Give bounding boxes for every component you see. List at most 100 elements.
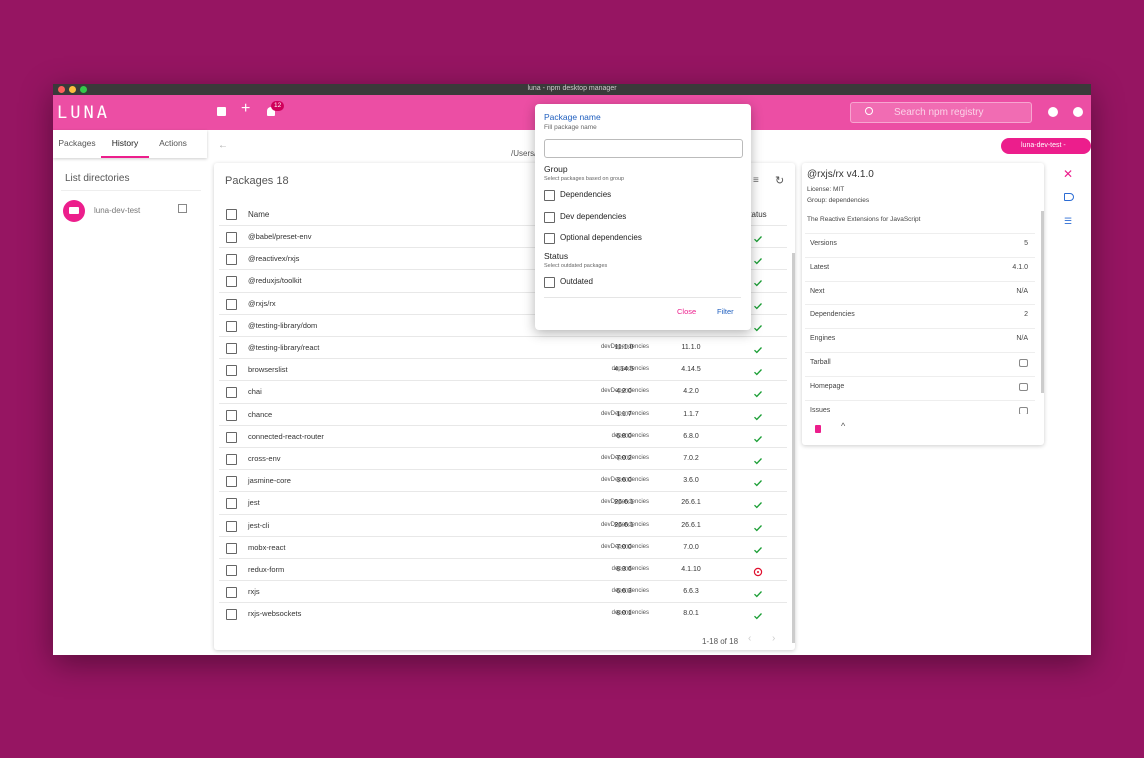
stats-list: Versions 5 Latest 4.1.0 Next N/A Dependencies 2… bbox=[805, 233, 1039, 414]
row-checkbox[interactable] bbox=[226, 476, 237, 488]
stat-value: 5 bbox=[1024, 240, 1028, 247]
collapse-icon[interactable]: ^ bbox=[841, 421, 846, 431]
package-name[interactable]: chai bbox=[248, 387, 262, 397]
prev-page[interactable]: ‹ bbox=[748, 633, 752, 644]
close-button[interactable]: Close bbox=[677, 307, 697, 316]
filter-option[interactable]: Dependencies bbox=[560, 190, 612, 199]
filter-name-title: Package name bbox=[544, 112, 601, 122]
row-checkbox[interactable] bbox=[226, 232, 237, 243]
row-divider bbox=[219, 225, 787, 226]
add-icon[interactable]: + bbox=[241, 100, 251, 117]
filter-group-title: Group bbox=[544, 164, 568, 174]
row-checkbox[interactable] bbox=[226, 565, 237, 576]
directory-item[interactable]: luna-dev-test bbox=[94, 206, 141, 215]
package-group: devDependencies bbox=[600, 388, 649, 395]
filter-button[interactable]: Filter bbox=[717, 307, 734, 316]
package-name[interactable]: @babel/preset-env bbox=[248, 232, 312, 241]
package-name[interactable]: cross-env bbox=[248, 454, 281, 463]
row-checkbox[interactable] bbox=[226, 498, 237, 510]
package-group: devDependencies bbox=[600, 477, 649, 484]
row-checkbox[interactable] bbox=[226, 609, 237, 621]
filter-icon[interactable]: ≡ bbox=[753, 175, 759, 186]
row-checkbox[interactable] bbox=[226, 587, 237, 599]
row-checkbox[interactable] bbox=[226, 409, 237, 421]
row-checkbox[interactable] bbox=[226, 365, 237, 377]
stat-icon[interactable] bbox=[1019, 382, 1028, 391]
stat-divider bbox=[805, 256, 1035, 258]
archive-icon[interactable] bbox=[217, 107, 226, 116]
package-name[interactable]: @reduxjs/toolkit bbox=[248, 276, 302, 286]
row-divider bbox=[219, 491, 787, 493]
latest-version: 26.6.1 bbox=[681, 521, 701, 529]
stat-icon[interactable] bbox=[1019, 406, 1028, 414]
package-name[interactable]: jest-cli bbox=[248, 520, 270, 530]
tag-icon[interactable] bbox=[1064, 193, 1074, 201]
next-page[interactable]: › bbox=[772, 633, 776, 644]
latest-version: 7.0.2 bbox=[683, 455, 699, 462]
package-name[interactable]: jest bbox=[248, 498, 260, 508]
package-name[interactable]: connected-react-router bbox=[248, 431, 324, 441]
package-name[interactable]: @testing-library/dom bbox=[248, 320, 318, 330]
row-checkbox[interactable] bbox=[226, 320, 237, 332]
tab-bar: Packages History Actions bbox=[53, 130, 207, 158]
row-divider bbox=[219, 447, 787, 448]
filter-checkbox[interactable] bbox=[544, 211, 555, 223]
search-box[interactable]: Search npm registry bbox=[850, 102, 1032, 123]
package-name-input[interactable] bbox=[544, 139, 743, 158]
package-name[interactable]: rxjs bbox=[248, 587, 260, 597]
row-checkbox[interactable] bbox=[226, 343, 237, 354]
row-checkbox[interactable] bbox=[226, 542, 237, 554]
min-dot[interactable] bbox=[69, 86, 76, 93]
package-group: devDependencies bbox=[600, 543, 649, 550]
package-name[interactable]: browserslist bbox=[248, 365, 288, 375]
tab[interactable]: Packages bbox=[58, 138, 96, 148]
package-name[interactable]: jasmine-core bbox=[248, 476, 291, 486]
close-details[interactable]: ✕ bbox=[1063, 167, 1074, 181]
package-name[interactable]: rxjs-websockets bbox=[248, 609, 302, 619]
select-all[interactable] bbox=[226, 209, 237, 220]
filter-status-hint: Select outdated packages bbox=[544, 263, 608, 269]
status-outdated bbox=[753, 564, 763, 582]
logo: LUNA bbox=[57, 103, 110, 123]
package-name[interactable]: @reactivex/rxjs bbox=[248, 254, 300, 264]
package-name[interactable]: @rxjs/rx bbox=[248, 298, 276, 308]
tab[interactable]: Actions bbox=[159, 138, 187, 148]
filter-option[interactable]: Outdated bbox=[560, 277, 593, 286]
project-badge[interactable]: luna-dev-test - 1.0.0 bbox=[1001, 138, 1091, 165]
latest-version: 11.1.0 bbox=[681, 344, 701, 351]
package-name[interactable]: mobx-react bbox=[248, 542, 286, 552]
directory-action[interactable] bbox=[178, 204, 187, 213]
refresh-icon[interactable]: ↻ bbox=[775, 175, 785, 187]
row-checkbox[interactable] bbox=[226, 298, 237, 310]
close-dot[interactable] bbox=[58, 86, 65, 93]
row-checkbox[interactable] bbox=[226, 454, 237, 465]
max-dot[interactable] bbox=[80, 86, 87, 93]
row-divider bbox=[219, 602, 787, 604]
settings-icon[interactable] bbox=[1048, 107, 1058, 117]
package-name[interactable]: @testing-library/react bbox=[248, 343, 320, 352]
back-icon[interactable]: ← bbox=[218, 140, 228, 151]
row-checkbox[interactable] bbox=[226, 431, 237, 443]
package-name[interactable]: chance bbox=[248, 409, 273, 419]
info-icon[interactable] bbox=[1073, 107, 1083, 117]
delete-icon[interactable] bbox=[815, 425, 821, 433]
filter-checkbox[interactable] bbox=[544, 190, 555, 201]
filter-option[interactable]: Dev dependencies bbox=[560, 211, 627, 221]
status-ok bbox=[753, 586, 763, 604]
bell-icon[interactable] bbox=[267, 107, 275, 116]
filter-checkbox[interactable] bbox=[544, 277, 555, 288]
list-icon[interactable]: ☰ bbox=[1064, 216, 1073, 226]
row-checkbox[interactable] bbox=[226, 387, 237, 399]
row-checkbox[interactable] bbox=[226, 276, 237, 288]
row-checkbox[interactable] bbox=[226, 254, 237, 266]
search-icon bbox=[865, 107, 873, 115]
filter-option[interactable]: Optional dependencies bbox=[560, 233, 642, 243]
package-group: devDependencies bbox=[600, 410, 649, 417]
tab[interactable]: History bbox=[101, 130, 149, 158]
filter-checkbox[interactable] bbox=[544, 233, 555, 245]
stat-label: Dependencies bbox=[810, 311, 855, 319]
package-name[interactable]: redux-form bbox=[248, 565, 285, 574]
stat-icon[interactable] bbox=[1019, 359, 1028, 367]
row-checkbox[interactable] bbox=[226, 520, 237, 532]
stat-value: 4.1.0 bbox=[1012, 263, 1028, 271]
